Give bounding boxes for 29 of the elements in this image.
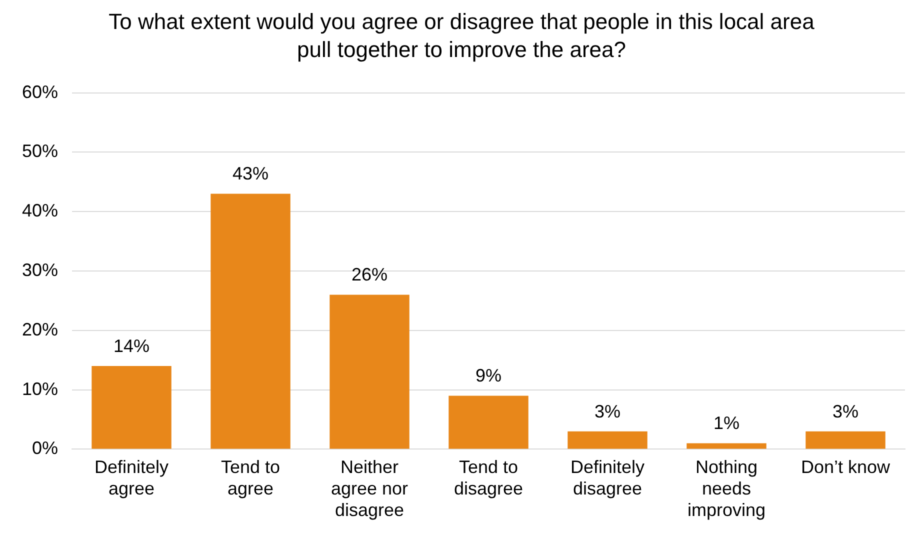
bar	[568, 431, 648, 449]
y-tick-label: 10%	[22, 378, 58, 399]
x-tick-label: Tend to disagree	[454, 456, 524, 499]
bar	[806, 431, 886, 449]
data-label: 14%	[114, 336, 150, 356]
chart-title: To what extent would you agree or disagree that people in this local area pull together to improve the area?	[108, 8, 816, 64]
bar	[210, 194, 290, 449]
x-tick-label: Nothing needs improving	[687, 456, 766, 520]
x-tick-label: Definitely disagree	[570, 456, 645, 499]
y-tick-label: 30%	[22, 260, 58, 280]
bar	[686, 443, 766, 449]
data-label: 3%	[832, 401, 859, 422]
data-label: 26%	[352, 264, 388, 285]
bar	[330, 294, 410, 449]
y-tick-label: 0%	[32, 438, 58, 458]
x-tick-label: Tend to agree	[220, 456, 280, 499]
data-label: 9%	[476, 366, 502, 386]
data-label: 3%	[594, 401, 621, 422]
y-tick-label: 20%	[22, 319, 58, 340]
bar	[448, 396, 528, 449]
x-tick-label: Don’t know	[800, 456, 892, 477]
y-tick-label: 60%	[22, 82, 58, 102]
data-label: 43%	[232, 164, 269, 184]
y-tick-label: 50%	[22, 141, 58, 162]
x-tick-label: Definitely agree	[94, 456, 169, 499]
data-label: 1%	[714, 413, 740, 434]
bar	[92, 366, 172, 449]
y-tick-label: 40%	[22, 200, 58, 221]
x-tick-label: Neither agree nor disagree	[330, 456, 408, 520]
